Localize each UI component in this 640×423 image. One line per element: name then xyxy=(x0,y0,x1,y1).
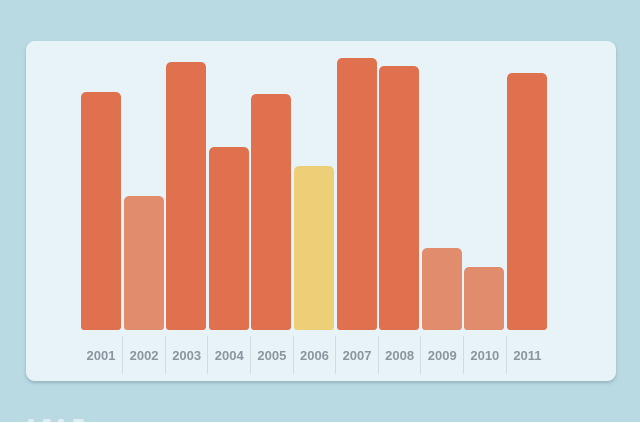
bar-2010[interactable] xyxy=(464,267,505,330)
x-axis-label-2004: 2004 xyxy=(207,336,250,374)
x-axis-label-2009: 2009 xyxy=(420,336,463,374)
x-axis-label-2006: 2006 xyxy=(292,336,336,374)
x-axis-label-2001: 2001 xyxy=(86,347,116,363)
bar-2008[interactable] xyxy=(379,66,420,330)
bar-chart xyxy=(26,41,616,381)
bar-2003[interactable] xyxy=(166,62,207,330)
x-axis-label-2003: 2003 xyxy=(164,336,208,374)
x-axis-label-2007: 2007 xyxy=(335,336,378,374)
bar-2007[interactable] xyxy=(336,58,377,330)
bar-2002[interactable] xyxy=(123,196,164,330)
bar-2006[interactable] xyxy=(294,166,334,330)
bar-2005[interactable] xyxy=(251,94,292,330)
x-axis-label-2010: 2010 xyxy=(463,336,506,374)
bar-2004[interactable] xyxy=(208,147,249,330)
x-axis-labels: 2001 2002 2003 2004 2005 2006 2007 2008 2009 2010… xyxy=(80,336,549,374)
bar-2001[interactable] xyxy=(81,92,121,330)
x-axis-label-2011: 2011 xyxy=(505,336,549,374)
bar-2009[interactable] xyxy=(421,248,462,330)
bar-2011[interactable] xyxy=(507,73,547,330)
x-axis-label-2005: 2005 xyxy=(250,336,293,374)
x-axis-label-2002: 2002 xyxy=(122,336,165,374)
chart-card: 2001 2002 2003 2004 2005 2006 2007 2008 2009 2010… xyxy=(26,41,616,381)
x-axis-label-2008: 2008 xyxy=(377,336,421,374)
cropped-content-artifact xyxy=(0,418,120,423)
